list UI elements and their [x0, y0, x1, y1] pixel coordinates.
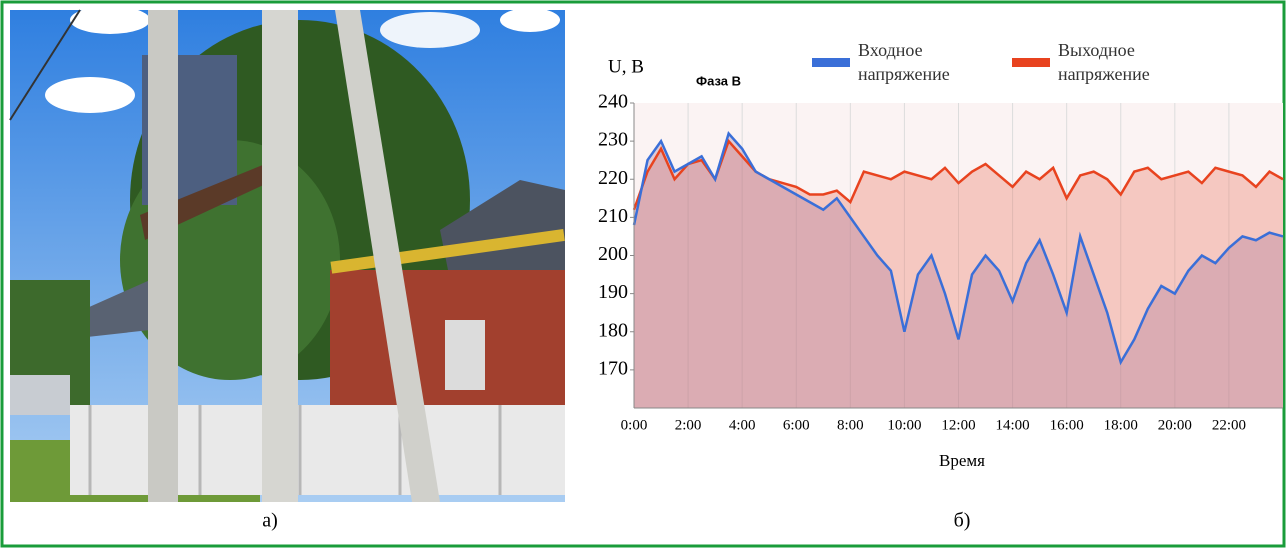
photo — [10, 6, 565, 502]
x-tick-label: 14:00 — [995, 417, 1029, 433]
chart-subtitle: Фаза В — [696, 73, 741, 88]
x-tick-label: 6:00 — [783, 417, 810, 433]
x-tick-label: 16:00 — [1050, 417, 1084, 433]
y-tick-label: 230 — [598, 129, 628, 151]
y-axis-label: U, В — [608, 56, 644, 77]
x-tick-label: 8:00 — [837, 417, 864, 433]
y-tick-label: 190 — [598, 281, 628, 303]
x-tick-label: 20:00 — [1158, 417, 1192, 433]
x-tick-label: 12:00 — [941, 417, 975, 433]
y-tick-label: 220 — [598, 167, 628, 189]
legend-swatch — [812, 58, 850, 67]
legend-swatch — [1012, 58, 1050, 67]
legend-label: Выходное напряжение — [1058, 38, 1198, 86]
x-tick-label: 0:00 — [621, 417, 648, 433]
legend-label: Входное напряжение — [858, 38, 998, 86]
x-tick-label: 2:00 — [675, 417, 702, 433]
x-axis-label: Время — [939, 451, 985, 470]
x-tick-label: 22:00 — [1212, 417, 1246, 433]
x-tick-label: 4:00 — [729, 417, 756, 433]
x-tick-label: 10:00 — [887, 417, 921, 433]
caption: б) — [954, 510, 971, 532]
y-tick-label: 200 — [598, 243, 628, 265]
x-tick-label: 18:00 — [1104, 417, 1138, 433]
caption: а) — [262, 510, 278, 532]
y-tick-label: 170 — [598, 357, 628, 379]
y-tick-label: 240 — [598, 91, 628, 113]
y-tick-label: 210 — [598, 205, 628, 227]
y-tick-label: 180 — [598, 319, 628, 341]
figure: а) б) U, В Фаза В Время 0:00 2:00 4:00 6:00… — [0, 0, 1286, 548]
